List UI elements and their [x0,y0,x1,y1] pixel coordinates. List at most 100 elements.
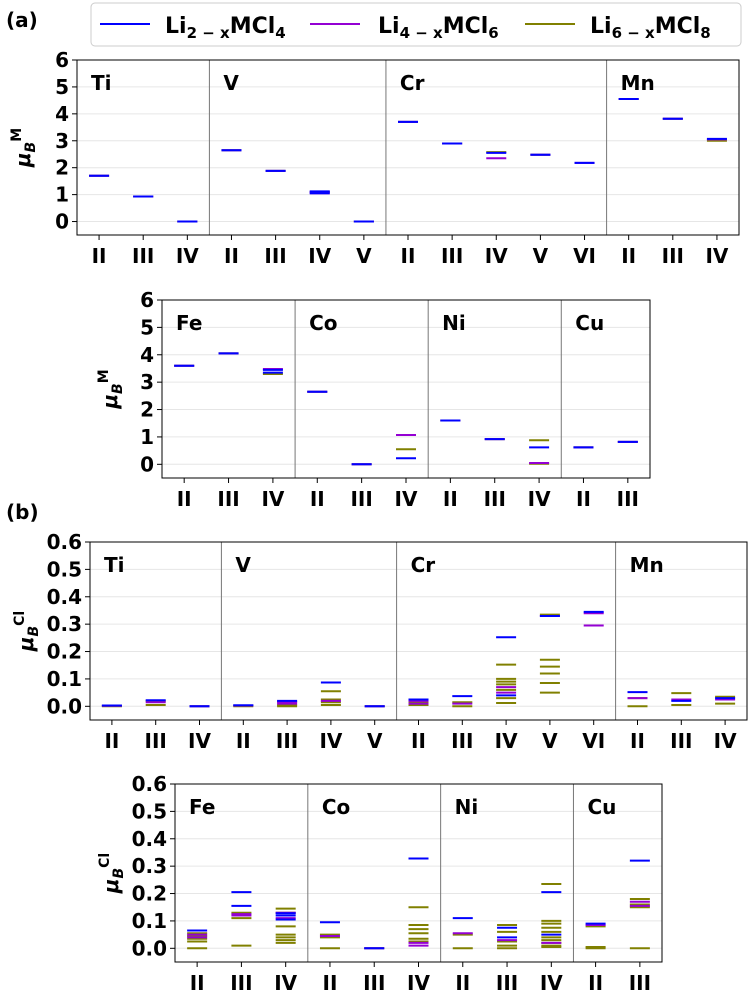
x-tick-label: IV [485,244,508,268]
legend-item-li2: Li2 − xMCl4 [100,14,286,42]
legend-label-li6: Li6 − xMCl8 [590,14,711,42]
x-tick-label: III [350,487,372,511]
x-tick-label: III [217,487,239,511]
y-tick-label: 0.5 [47,557,82,581]
y-tick-label: 3 [55,129,69,153]
y-tick-label: 5 [55,75,69,99]
x-tick-label: III [264,244,286,268]
y-tick-label: 4 [55,102,69,126]
plot-frame [161,299,651,479]
x-tick-label: II [455,971,470,991]
y-tick-label: 0.3 [47,612,82,636]
x-tick-label: IV [495,729,518,753]
x-tick-label: II [576,487,591,511]
panel-label-a: (a) [6,8,38,32]
y-tick-label: 0.6 [132,772,167,796]
x-tick-label: IV [188,729,211,753]
y-tick-label: 3 [140,370,154,394]
legend-item-li6: Li6 − xMCl8 [525,14,711,42]
x-tick-label: IV [540,971,563,991]
x-tick-label: V [542,729,558,753]
y-axis-title: μBCl [12,611,42,652]
y-tick-label: 2 [55,156,69,180]
plot-frame [76,59,740,236]
element-label: Cr [400,71,425,95]
x-tick-label: VI [582,729,605,753]
element-label: Mn [630,553,664,577]
x-tick-label: II [104,729,119,753]
legend-item-li4: Li4 − xMCl6 [310,14,499,42]
x-tick-label: II [190,971,205,991]
legend: Li2 − xMCl4 Li4 − xMCl6 Li6 − xMCl8 [90,2,742,47]
x-tick-label: III [629,971,651,991]
y-tick-label: 0.5 [132,799,167,823]
y-tick-label: 1 [55,183,69,207]
y-axis-title: μBM [9,128,39,168]
x-tick-label: VI [573,244,596,268]
x-tick-label: II [621,244,636,268]
y-tick-label: 0 [140,452,154,476]
x-tick-label: III [662,244,684,268]
x-tick-label: II [323,971,338,991]
x-tick-label: IV [407,971,430,991]
y-tick-label: 0.0 [132,936,167,960]
x-tick-label: II [310,487,325,511]
y-tick-label: 5 [140,315,154,339]
x-tick-label: V [533,244,549,268]
x-tick-label: III [451,729,473,753]
y-tick-label: 0.4 [47,585,82,609]
x-tick-label: III [145,729,167,753]
element-label: Cu [575,311,604,335]
y-tick-label: 4 [140,343,154,367]
plot-frame [174,783,663,963]
x-tick-label: II [92,244,107,268]
x-tick-label: II [443,487,458,511]
x-tick-label: III [617,487,639,511]
element-label: Ni [455,795,479,819]
y-tick-label: 0.1 [47,667,82,691]
x-tick-label: IV [261,487,284,511]
y-tick-label: 6 [55,48,69,72]
plot-frame [89,541,748,721]
x-tick-label: IV [176,244,199,268]
element-label: V [235,553,251,577]
element-label: Ni [442,311,466,335]
x-tick-label: V [367,729,383,753]
y-tick-label: 0.6 [47,530,82,554]
x-tick-label: III [132,244,154,268]
element-label: Cr [411,553,436,577]
x-tick-label: II [588,971,603,991]
element-label: V [223,71,239,95]
element-label: Mn [621,71,655,95]
x-tick-label: IV [274,971,297,991]
legend-label-li2: Li2 − xMCl4 [165,14,286,42]
x-tick-label: IV [705,244,728,268]
y-tick-label: 0 [55,210,69,234]
x-tick-label: III [670,729,692,753]
x-tick-label: III [496,971,518,991]
y-tick-label: 6 [140,288,154,312]
panel-label-b: (b) [6,500,39,524]
element-label: Co [322,795,350,819]
y-axis-title: μBM [96,369,126,409]
x-tick-label: II [630,729,645,753]
element-label: Ti [104,553,125,577]
x-tick-label: IV [395,487,418,511]
y-tick-label: 2 [140,398,154,422]
x-tick-label: II [411,729,426,753]
element-label: Fe [189,795,215,819]
x-tick-label: II [401,244,416,268]
x-tick-label: IV [714,729,737,753]
x-tick-label: III [363,971,385,991]
y-tick-label: 0.1 [132,909,167,933]
x-tick-label: III [276,729,298,753]
legend-label-li4: Li4 − xMCl6 [378,14,499,42]
x-tick-label: V [356,244,372,268]
y-axis-title: μBCl [97,853,127,894]
y-tick-label: 0.3 [132,854,167,878]
x-tick-label: II [224,244,239,268]
